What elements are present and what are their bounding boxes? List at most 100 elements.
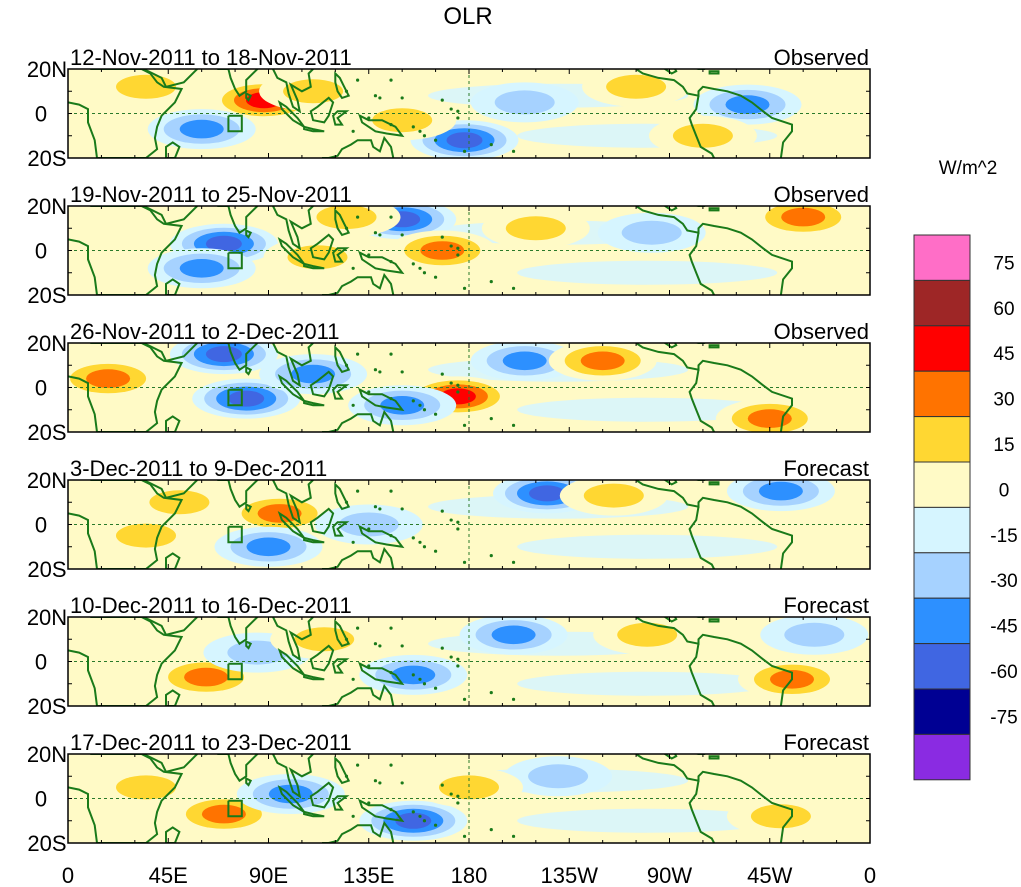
x-tick-label: 45E (149, 863, 188, 887)
island-dot (422, 545, 427, 549)
island-outline (664, 617, 678, 623)
island-dot (440, 509, 444, 513)
island-outline (309, 96, 335, 124)
coastline (217, 754, 260, 783)
anomaly-contour (205, 346, 242, 363)
island-dot (373, 231, 378, 235)
anomaly-contour (179, 259, 224, 278)
y-tick-label: 20N (27, 742, 67, 767)
island-dot (378, 370, 382, 374)
colorbar-label: -60 (990, 662, 1017, 683)
coastline (635, 343, 793, 432)
island-outline (245, 228, 253, 239)
island-dot (418, 403, 422, 407)
island-dot (351, 403, 355, 407)
island-outline (708, 344, 720, 349)
island-outline (165, 278, 181, 295)
island-dot (462, 560, 467, 564)
x-tick-label: 135E (343, 863, 394, 887)
island-outline (334, 207, 351, 237)
island-dot (422, 819, 427, 823)
anomaly-contour (116, 523, 176, 548)
colorbar-label: 75 (993, 253, 1014, 274)
anomaly-contour (201, 804, 246, 824)
island-dot (511, 423, 516, 427)
island-dot (456, 383, 460, 387)
panel-status: Observed (774, 182, 869, 207)
island-dot (378, 96, 382, 100)
coastline (635, 617, 793, 706)
island-dot (418, 677, 422, 681)
island-outline (358, 250, 405, 275)
coastline (272, 480, 314, 525)
island-dot (351, 266, 355, 270)
island-dot (378, 507, 382, 511)
y-tick-label: 20N (27, 194, 67, 219)
y-tick-label: 0 (35, 239, 47, 264)
x-tick-label: 0 (864, 863, 876, 887)
anomaly-contour (528, 764, 589, 789)
island-dot (433, 686, 438, 690)
background-anomaly (517, 260, 778, 285)
island-outline (303, 262, 325, 270)
anomaly-contour (179, 119, 224, 139)
island-dot (356, 489, 360, 493)
coastline (688, 780, 715, 843)
island-dot (449, 655, 453, 659)
island-outline (334, 756, 351, 785)
y-tick-label: 0 (35, 376, 47, 401)
y-tick-label: 20N (27, 57, 67, 82)
colorbar-swatch (913, 279, 971, 327)
coastline (635, 69, 793, 158)
map-panel: 20N 0 20S 19-Nov-2011 to 25-Nov-2011 Observe… (27, 182, 871, 308)
island-dot (344, 774, 349, 778)
anomaly-contour (294, 627, 355, 652)
island-dot (367, 664, 371, 668)
coastline (322, 135, 395, 158)
island-dot (373, 94, 378, 98)
island-dot (367, 116, 371, 120)
island-dot (344, 637, 349, 641)
island-outline (303, 399, 325, 407)
coastline (322, 272, 395, 295)
island-dot (389, 489, 393, 493)
panel-period: 26-Nov-2011 to 2-Dec-2011 (70, 319, 339, 344)
anomaly-contour (395, 812, 432, 829)
y-tick-label: 20S (27, 283, 66, 308)
island-dot (433, 138, 438, 142)
anomaly-contour (494, 90, 555, 115)
island-dot (400, 507, 404, 511)
island-outline (708, 207, 720, 212)
island-dot (449, 792, 453, 796)
colorbar-swatch (913, 597, 971, 645)
island-dot (411, 673, 415, 677)
island-dot (344, 363, 349, 367)
coastline (635, 206, 793, 295)
anomaly-contour (621, 220, 682, 245)
island-outline (245, 639, 253, 650)
coastline (272, 343, 314, 388)
coastline (272, 754, 314, 799)
island-dot (389, 808, 393, 812)
island-dot (389, 352, 393, 356)
island-dot (356, 626, 360, 630)
anomaly-contour (283, 79, 344, 104)
anomaly-contour (446, 132, 483, 149)
x-tick-label: 135W (541, 863, 599, 887)
coastline (143, 206, 198, 225)
island-dot (418, 540, 422, 544)
island-dot (456, 657, 460, 661)
island-dot (400, 781, 404, 785)
island-dot (411, 262, 415, 266)
colorbar-swatch (913, 506, 971, 554)
island-dot (456, 801, 460, 805)
coastline (143, 480, 198, 499)
island-outline (245, 365, 253, 376)
anomaly-contour (316, 206, 377, 230)
coastline (322, 546, 395, 569)
island-outline (309, 233, 335, 261)
anomaly-contour (747, 409, 792, 428)
coastline (217, 206, 260, 235)
island-dot (356, 763, 360, 767)
x-axis: 0 45E 90E 135E 180 135W 90W 45W 0 (62, 863, 876, 887)
